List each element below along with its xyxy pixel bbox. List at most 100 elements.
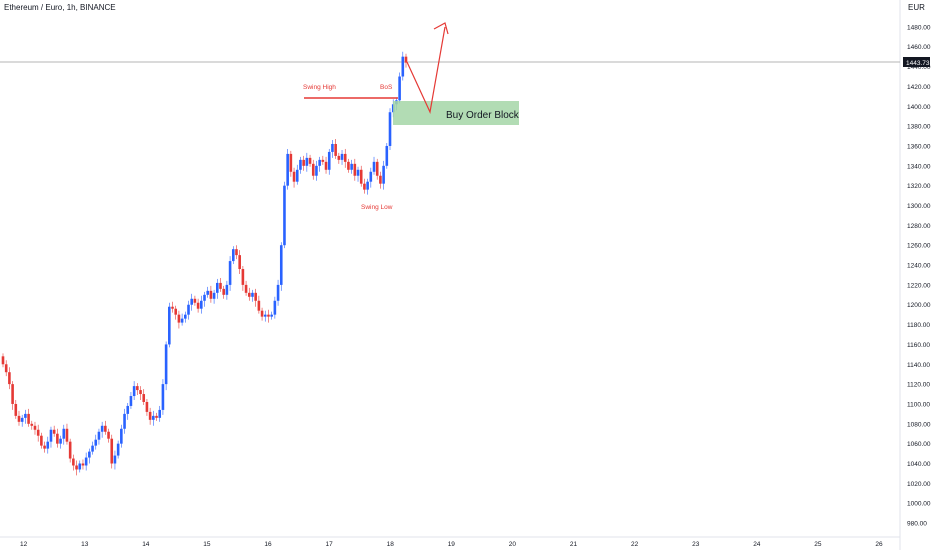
candle-body — [305, 157, 309, 166]
time-tick-label: 22 — [631, 541, 639, 548]
price-tick-label: 1400.00 — [907, 104, 931, 111]
candle-body — [84, 457, 88, 466]
time-tick-label: 26 — [875, 541, 883, 548]
candle-body — [401, 56, 405, 77]
candle-body — [356, 169, 360, 176]
candle-body — [145, 401, 149, 412]
time-tick-label: 12 — [20, 541, 28, 548]
candle-body — [107, 431, 110, 439]
candle-body — [308, 157, 312, 164]
candle-body — [40, 435, 43, 446]
candle-body — [295, 169, 299, 182]
candle-body — [212, 292, 216, 299]
candle-body — [292, 171, 296, 182]
candle-body — [398, 76, 401, 101]
price-tick-label: 1320.00 — [907, 183, 931, 190]
candle-body — [174, 308, 178, 315]
time-axis[interactable]: 12 13 14 15 16 17 18 19 20 21 22 23 24 25 26 — [20, 541, 883, 548]
candle-body — [270, 314, 273, 317]
candle-body — [286, 153, 289, 186]
candle-body — [267, 314, 270, 317]
time-tick-label: 24 — [753, 541, 761, 548]
candle-body — [366, 181, 369, 190]
candle-body — [231, 249, 235, 262]
price-tick-label: 1060.00 — [907, 441, 931, 448]
candle-body — [43, 445, 46, 449]
candle-body — [200, 300, 203, 309]
candle-body — [235, 249, 238, 256]
price-axis[interactable]: 980.00 1000.00 1020.00 1040.00 1060.00 1080.0… — [907, 24, 931, 527]
candle-body — [311, 163, 315, 176]
candle-body — [273, 300, 277, 315]
candle-body — [302, 159, 305, 166]
candle-body — [203, 294, 206, 301]
candle-body — [148, 411, 152, 420]
candle-body — [33, 425, 37, 430]
candle-body — [100, 425, 104, 432]
candle-body — [257, 300, 261, 311]
candle-body — [97, 431, 101, 440]
candle-body — [65, 428, 69, 442]
price-tick-label: 1020.00 — [907, 481, 931, 488]
candle-body — [52, 429, 56, 434]
candle-body — [161, 384, 165, 410]
candle-body — [219, 282, 222, 289]
swing-high-label: Swing High — [303, 84, 336, 91]
candle-body — [30, 423, 34, 426]
projection-arrow[interactable] — [406, 26, 446, 114]
candle-body — [318, 159, 321, 166]
candle-body — [254, 292, 257, 301]
candle-body — [225, 284, 229, 295]
candle-body — [337, 155, 341, 160]
candle-body — [123, 413, 126, 429]
candle-body — [158, 409, 162, 418]
candle-body — [215, 282, 219, 293]
candle-body — [369, 171, 373, 182]
candle-body — [20, 417, 24, 422]
candle-body — [88, 451, 91, 458]
order-block-zone[interactable] — [393, 101, 519, 125]
candle-body — [78, 463, 82, 470]
candle-body — [113, 455, 117, 464]
candle-body — [331, 143, 334, 152]
time-tick-label: 13 — [81, 541, 89, 548]
price-tick-label: 1200.00 — [907, 302, 931, 309]
candle-body — [343, 153, 347, 162]
candle-body — [132, 386, 136, 397]
candle-body — [375, 161, 379, 176]
candle-body — [75, 465, 78, 470]
candle-body — [353, 163, 357, 176]
candle-body — [321, 159, 325, 162]
price-tick-label: 1380.00 — [907, 124, 931, 131]
candle-body — [241, 269, 245, 285]
candle-body — [126, 405, 130, 414]
candle-body — [152, 415, 155, 420]
candle-body — [142, 394, 146, 402]
candle-body — [404, 56, 408, 63]
symbol-title: Ethereum / Euro, 1h, BINANCE — [4, 3, 116, 12]
price-tick-label: 1000.00 — [907, 501, 931, 508]
candles-layer — [1, 51, 408, 476]
candle-body — [334, 143, 337, 156]
time-tick-label: 15 — [203, 541, 211, 548]
candle-body — [27, 413, 30, 424]
bos-label: BoS — [380, 84, 393, 91]
current-price-tag — [903, 57, 930, 67]
price-tick-label: 1360.00 — [907, 143, 931, 150]
current-price-value: 1443.73 — [906, 60, 930, 67]
price-tick-label: 1480.00 — [907, 24, 931, 31]
candle-body — [17, 415, 21, 422]
candle-body — [299, 159, 302, 170]
candle-body — [251, 292, 254, 297]
candle-body — [94, 439, 98, 446]
currency-label: EUR — [908, 3, 925, 12]
candle-body — [289, 153, 293, 172]
candle-body — [315, 165, 318, 176]
candle-body — [59, 438, 62, 444]
price-tick-label: 1340.00 — [907, 163, 931, 170]
candle-body — [388, 112, 392, 146]
candle-body — [14, 403, 18, 416]
price-tick-label: 1220.00 — [907, 282, 931, 289]
